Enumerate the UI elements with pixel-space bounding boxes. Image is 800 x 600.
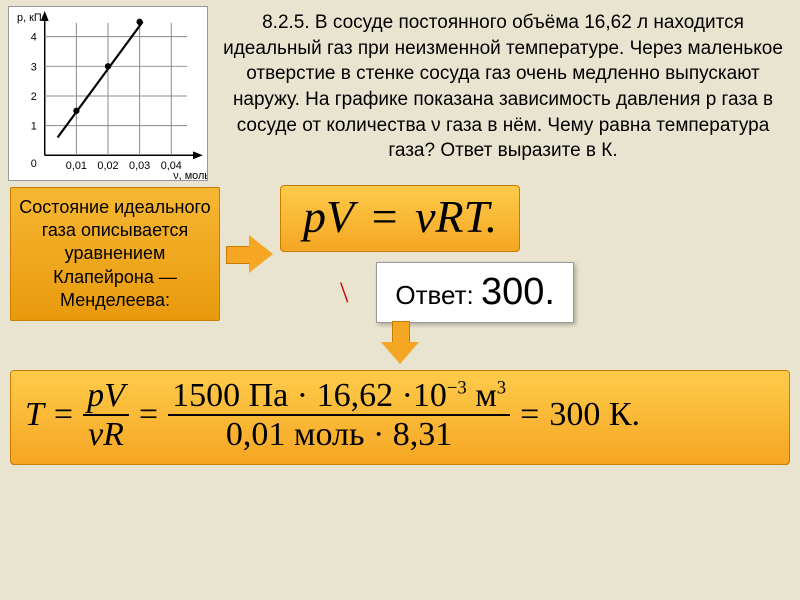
- sol-result: 300 К.: [549, 396, 640, 434]
- xtick-1: 0,01: [66, 160, 87, 172]
- xtick-2: 0,02: [97, 160, 118, 172]
- slash-mark: \: [340, 276, 348, 310]
- frac1-num: pV: [83, 377, 129, 414]
- numr-v: 16,62: [317, 377, 394, 414]
- formula-lhs: pV: [303, 191, 354, 242]
- answer-value: 300.: [481, 271, 555, 313]
- x-axis-label: ν, моль: [173, 170, 207, 180]
- numr-unit-sup: 3: [497, 378, 506, 399]
- ytick-3: 3: [31, 61, 37, 73]
- answer-box: Ответ: 300.: [376, 262, 574, 323]
- chart-svg: 1 2 3 4 0,01 0,02 0,03 0,04 p, кПа ν, мо…: [9, 7, 207, 180]
- ytick-2: 2: [31, 91, 37, 103]
- ytick-1: 1: [31, 121, 37, 133]
- problem-body: В сосуде постоянного объёма 16,62 л нахо…: [223, 12, 783, 161]
- frac-pv-nr: pV νR: [83, 377, 129, 454]
- solution-derivation: T = pV νR = 1500 Па · 16,62 ·10−3 м3 0,0…: [10, 370, 790, 465]
- numr-dot1: ·: [297, 377, 308, 414]
- denr-n: 0,01 моль: [226, 416, 365, 453]
- numr-unit: м: [475, 377, 497, 414]
- xtick-3: 0,03: [129, 160, 150, 172]
- state-equation-caption: Состояние идеального газа описывается ур…: [10, 187, 220, 322]
- numr-exp: ·10: [402, 377, 447, 414]
- frac-numeric: 1500 Па · 16,62 ·10−3 м3 0,01 моль · 8,3…: [168, 377, 510, 454]
- y-axis-label: p, кПа: [17, 12, 49, 24]
- answer-label: Ответ:: [395, 280, 473, 310]
- denr-r: 8,31: [393, 416, 453, 453]
- ytick-4: 4: [31, 32, 37, 44]
- sol-eq2: =: [139, 396, 158, 434]
- clapeyron-formula: pV = νRT.: [280, 185, 520, 252]
- numr-p: 1500 Па: [172, 377, 288, 414]
- problem-statement: 8.2.5. В сосуде постоянного объёма 16,62…: [216, 6, 792, 181]
- numr-exp-sup: −3: [447, 378, 467, 399]
- arrow-right-icon: [226, 235, 274, 273]
- formula-rhs: νRT.: [415, 191, 497, 242]
- denr-dot: ·: [373, 416, 384, 453]
- pressure-vs-moles-chart: 1 2 3 4 0,01 0,02 0,03 0,04 p, кПа ν, мо…: [8, 6, 208, 181]
- sol-T: T: [25, 396, 44, 434]
- problem-number: 8.2.5.: [262, 12, 310, 33]
- origin-label: 0: [31, 158, 37, 170]
- frac1-den: νR: [84, 416, 128, 453]
- sol-eq1: =: [54, 396, 73, 434]
- sol-eq3: =: [520, 396, 539, 434]
- arrow-down-icon: [381, 321, 419, 365]
